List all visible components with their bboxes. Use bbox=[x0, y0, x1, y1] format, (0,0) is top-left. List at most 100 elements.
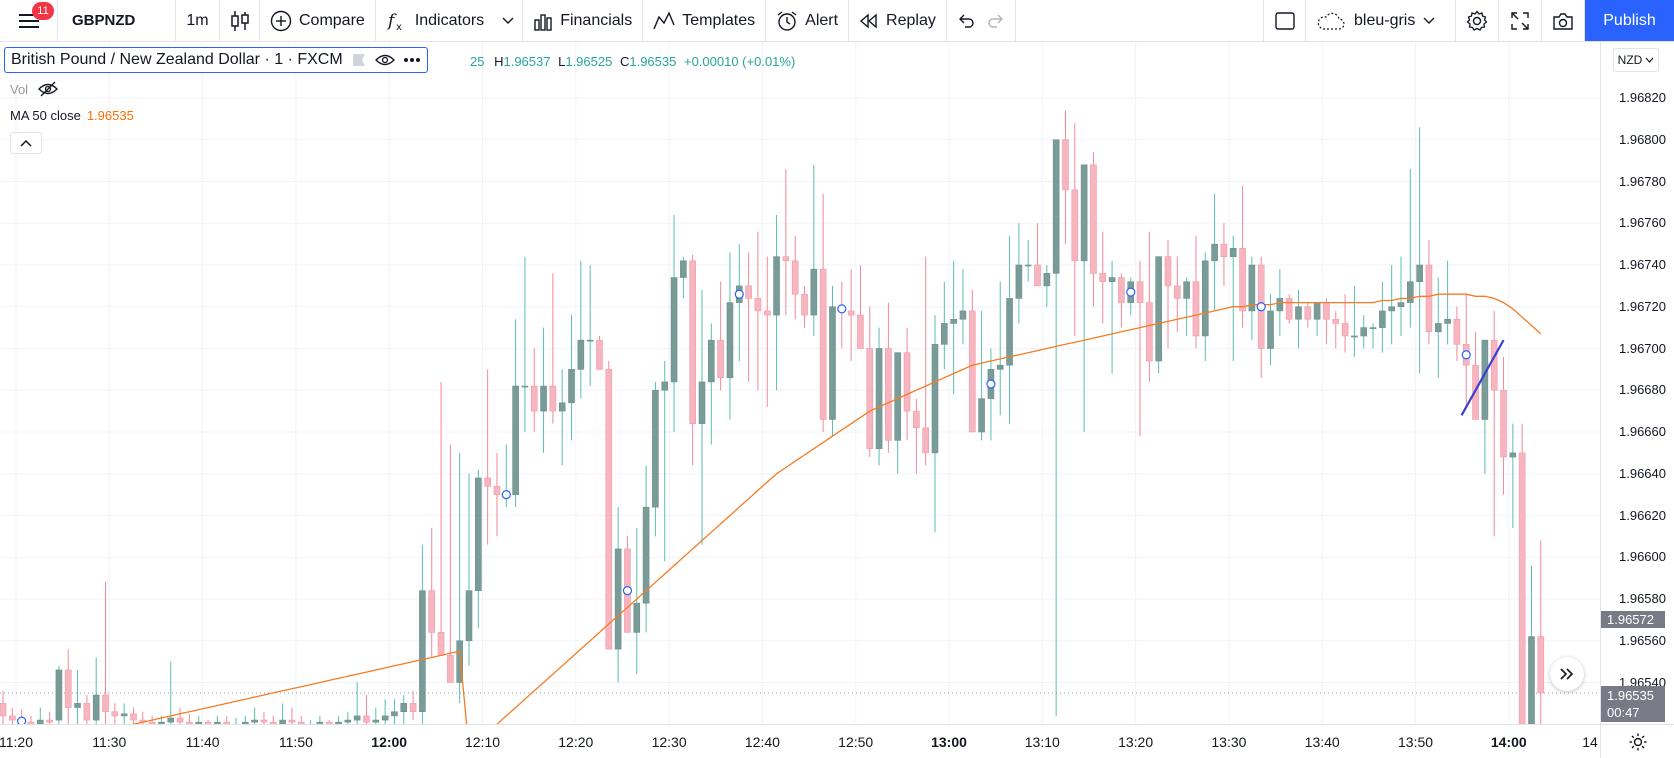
time-label: 13:10 bbox=[1024, 734, 1060, 750]
collapse-legend-button[interactable] bbox=[10, 132, 42, 154]
eye-icon[interactable] bbox=[374, 53, 395, 67]
currency-selector[interactable]: NZD bbox=[1613, 48, 1659, 72]
candle-body bbox=[1099, 273, 1107, 283]
price-axis[interactable] bbox=[1600, 42, 1674, 724]
candle-body bbox=[857, 314, 864, 349]
time-label: 12:10 bbox=[464, 734, 501, 750]
high-key: H bbox=[494, 54, 504, 69]
candle-body bbox=[167, 717, 175, 723]
candle-body bbox=[279, 719, 286, 724]
last-price-tag: 1.96572 bbox=[1601, 611, 1665, 628]
candle-body bbox=[745, 285, 752, 299]
event-marker bbox=[501, 490, 511, 500]
chart-settings-button[interactable] bbox=[1456, 0, 1499, 41]
more-icon[interactable] bbox=[403, 57, 421, 63]
candle-body bbox=[269, 721, 277, 724]
candle-body bbox=[325, 721, 333, 724]
time-axis[interactable]: 11:20 11:30 11:40 11:50 12:00 12:10 12:20 12:30… bbox=[0, 724, 1600, 758]
indicators-dropdown[interactable] bbox=[494, 0, 524, 41]
candle-body bbox=[465, 590, 473, 642]
candle-body bbox=[111, 711, 119, 717]
flag-icon[interactable] bbox=[351, 52, 367, 68]
time-label: 13:00 bbox=[931, 734, 967, 750]
candle-body bbox=[1071, 189, 1079, 262]
candle-body bbox=[344, 719, 352, 723]
price-chart[interactable] bbox=[0, 42, 1600, 724]
event-marker bbox=[986, 379, 996, 389]
main-menu-button[interactable]: 11 bbox=[0, 0, 58, 41]
candle-body bbox=[1360, 327, 1368, 337]
redo-button[interactable] bbox=[981, 0, 1016, 41]
financials-icon bbox=[534, 13, 552, 31]
candle-body bbox=[186, 721, 193, 724]
trendline bbox=[1460, 339, 1505, 416]
scroll-to-realtime-button[interactable] bbox=[1550, 657, 1584, 691]
candle-body bbox=[1416, 264, 1423, 283]
axis-settings-button[interactable] bbox=[1600, 724, 1674, 758]
chart-pane[interactable] bbox=[0, 42, 1600, 724]
candle-body bbox=[288, 719, 296, 723]
gear-icon bbox=[1466, 9, 1488, 31]
candle-body bbox=[363, 715, 370, 723]
layout-name-button[interactable]: bleu-gris bbox=[1306, 0, 1456, 41]
candle-body bbox=[661, 381, 669, 391]
candle-body bbox=[36, 719, 44, 724]
candle-body bbox=[83, 703, 91, 721]
candle-body bbox=[1062, 139, 1069, 191]
time-label: 13:20 bbox=[1118, 734, 1154, 750]
candle-body bbox=[642, 506, 650, 604]
chart-type-button[interactable] bbox=[220, 0, 260, 41]
replay-button[interactable]: Replay bbox=[849, 0, 947, 41]
candle-body bbox=[903, 352, 911, 412]
fullscreen-icon bbox=[1511, 11, 1529, 30]
candle-body bbox=[130, 713, 137, 721]
undo-button[interactable] bbox=[947, 0, 981, 41]
candle-body bbox=[447, 655, 454, 683]
interval-button[interactable]: 1m bbox=[176, 0, 220, 41]
candle-body bbox=[1174, 285, 1181, 299]
candle-body bbox=[1388, 306, 1395, 312]
candle-body bbox=[1332, 318, 1340, 324]
candle-body bbox=[577, 339, 585, 370]
candle-body bbox=[866, 348, 874, 449]
moving-average-legend[interactable]: MA 50 close 1.96535 bbox=[10, 108, 134, 123]
series-title: British Pound / New Zealand Dollar · 1 ·… bbox=[11, 51, 343, 68]
svg-text:f: f bbox=[386, 11, 397, 31]
fullscreen-button[interactable] bbox=[1499, 0, 1542, 41]
compare-button[interactable]: Compare bbox=[260, 0, 376, 41]
candle-body bbox=[885, 348, 892, 441]
financials-button[interactable]: Financials bbox=[523, 0, 644, 41]
publish-button[interactable]: Publish bbox=[1585, 0, 1674, 41]
candle-body bbox=[913, 410, 920, 429]
candle-body bbox=[698, 381, 706, 424]
select-layout-button[interactable] bbox=[1264, 0, 1306, 41]
templates-button[interactable]: Templates bbox=[643, 0, 767, 41]
symbol-search-button[interactable]: GBPNZD bbox=[58, 0, 176, 41]
candle-body bbox=[1407, 281, 1414, 303]
candle-body bbox=[493, 485, 501, 495]
snapshot-button[interactable] bbox=[1542, 0, 1585, 41]
candle-body bbox=[475, 477, 482, 591]
series-legend-title[interactable]: British Pound / New Zealand Dollar · 1 ·… bbox=[4, 47, 428, 73]
candle-body bbox=[847, 310, 855, 316]
candle-body bbox=[297, 721, 305, 724]
replay-label: Replay bbox=[886, 11, 936, 29]
volume-legend[interactable]: Vol bbox=[10, 81, 58, 97]
layout-name-label: bleu-gris bbox=[1354, 11, 1416, 29]
candle-body bbox=[1164, 256, 1172, 287]
chevron-up-icon bbox=[20, 139, 32, 147]
candle-body bbox=[521, 385, 529, 388]
change-value: +0.00010 (+0.01%) bbox=[683, 54, 796, 69]
alert-button[interactable]: Alert bbox=[766, 0, 850, 41]
candle-body bbox=[568, 369, 575, 404]
eye-hidden-icon[interactable] bbox=[38, 81, 58, 97]
candle-body bbox=[1444, 318, 1451, 324]
candle-body bbox=[1490, 339, 1498, 391]
candle-body bbox=[605, 369, 613, 650]
compare-label: Compare bbox=[299, 11, 365, 29]
event-marker bbox=[1461, 350, 1471, 360]
candle-body bbox=[717, 339, 724, 379]
candle-body bbox=[1351, 335, 1358, 338]
